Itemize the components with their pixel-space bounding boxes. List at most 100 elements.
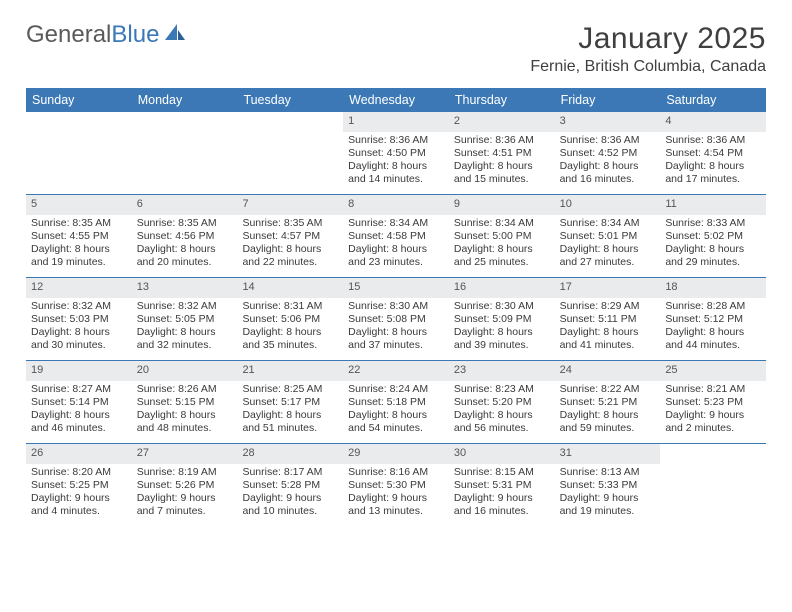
day-number: 7 xyxy=(237,195,343,215)
calendar-day: 20Sunrise: 8:26 AMSunset: 5:15 PMDayligh… xyxy=(132,361,238,443)
sunrise-text: Sunrise: 8:36 AM xyxy=(454,134,550,147)
day-body: Sunrise: 8:36 AMSunset: 4:50 PMDaylight:… xyxy=(343,132,449,193)
calendar-day: 7Sunrise: 8:35 AMSunset: 4:57 PMDaylight… xyxy=(237,195,343,277)
calendar-day xyxy=(660,444,766,526)
day-number: 10 xyxy=(555,195,661,215)
sunset-text: Sunset: 5:15 PM xyxy=(137,396,233,409)
daylight-text-line2: and 32 minutes. xyxy=(137,339,233,352)
sunset-text: Sunset: 5:18 PM xyxy=(348,396,444,409)
daylight-text-line1: Daylight: 8 hours xyxy=(560,409,656,422)
daylight-text-line2: and 19 minutes. xyxy=(31,256,127,269)
daylight-text-line2: and 23 minutes. xyxy=(348,256,444,269)
sunrise-text: Sunrise: 8:13 AM xyxy=(560,466,656,479)
sunrise-text: Sunrise: 8:25 AM xyxy=(242,383,338,396)
day-number: 13 xyxy=(132,278,238,298)
daylight-text-line2: and 10 minutes. xyxy=(242,505,338,518)
daylight-text-line1: Daylight: 8 hours xyxy=(348,326,444,339)
day-body: Sunrise: 8:20 AMSunset: 5:25 PMDaylight:… xyxy=(26,464,132,525)
sunset-text: Sunset: 4:55 PM xyxy=(31,230,127,243)
sunset-text: Sunset: 4:56 PM xyxy=(137,230,233,243)
daylight-text-line1: Daylight: 8 hours xyxy=(137,409,233,422)
calendar-day: 17Sunrise: 8:29 AMSunset: 5:11 PMDayligh… xyxy=(555,278,661,360)
calendar-day: 24Sunrise: 8:22 AMSunset: 5:21 PMDayligh… xyxy=(555,361,661,443)
day-header-thursday: Thursday xyxy=(449,88,555,112)
sunrise-text: Sunrise: 8:36 AM xyxy=(665,134,761,147)
sunrise-text: Sunrise: 8:34 AM xyxy=(348,217,444,230)
calendar-day: 3Sunrise: 8:36 AMSunset: 4:52 PMDaylight… xyxy=(555,112,661,194)
title-block: January 2025 Fernie, British Columbia, C… xyxy=(530,22,766,76)
sunset-text: Sunset: 5:08 PM xyxy=(348,313,444,326)
sunset-text: Sunset: 5:33 PM xyxy=(560,479,656,492)
sunset-text: Sunset: 5:28 PM xyxy=(242,479,338,492)
sunrise-text: Sunrise: 8:26 AM xyxy=(137,383,233,396)
calendar-day: 2Sunrise: 8:36 AMSunset: 4:51 PMDaylight… xyxy=(449,112,555,194)
sunrise-text: Sunrise: 8:23 AM xyxy=(454,383,550,396)
sunset-text: Sunset: 5:09 PM xyxy=(454,313,550,326)
calendar-day: 14Sunrise: 8:31 AMSunset: 5:06 PMDayligh… xyxy=(237,278,343,360)
day-body: Sunrise: 8:30 AMSunset: 5:08 PMDaylight:… xyxy=(343,298,449,359)
daylight-text-line2: and 2 minutes. xyxy=(665,422,761,435)
day-body: Sunrise: 8:35 AMSunset: 4:55 PMDaylight:… xyxy=(26,215,132,276)
day-body: Sunrise: 8:33 AMSunset: 5:02 PMDaylight:… xyxy=(660,215,766,276)
calendar-header-row: Sunday Monday Tuesday Wednesday Thursday… xyxy=(26,88,766,112)
day-body: Sunrise: 8:25 AMSunset: 5:17 PMDaylight:… xyxy=(237,381,343,442)
day-body: Sunrise: 8:15 AMSunset: 5:31 PMDaylight:… xyxy=(449,464,555,525)
day-number: 25 xyxy=(660,361,766,381)
sunset-text: Sunset: 5:23 PM xyxy=(665,396,761,409)
day-body: Sunrise: 8:17 AMSunset: 5:28 PMDaylight:… xyxy=(237,464,343,525)
sunset-text: Sunset: 5:21 PM xyxy=(560,396,656,409)
sunrise-text: Sunrise: 8:19 AM xyxy=(137,466,233,479)
sunset-text: Sunset: 4:54 PM xyxy=(665,147,761,160)
day-number: 14 xyxy=(237,278,343,298)
day-body: Sunrise: 8:19 AMSunset: 5:26 PMDaylight:… xyxy=(132,464,238,525)
daylight-text-line1: Daylight: 9 hours xyxy=(31,492,127,505)
day-body: Sunrise: 8:26 AMSunset: 5:15 PMDaylight:… xyxy=(132,381,238,442)
calendar-day: 25Sunrise: 8:21 AMSunset: 5:23 PMDayligh… xyxy=(660,361,766,443)
page-header: GeneralBlue January 2025 Fernie, British… xyxy=(26,22,766,76)
daylight-text-line1: Daylight: 8 hours xyxy=(348,409,444,422)
day-body: Sunrise: 8:32 AMSunset: 5:03 PMDaylight:… xyxy=(26,298,132,359)
sunset-text: Sunset: 5:00 PM xyxy=(454,230,550,243)
daylight-text-line1: Daylight: 8 hours xyxy=(454,326,550,339)
sunrise-text: Sunrise: 8:16 AM xyxy=(348,466,444,479)
daylight-text-line1: Daylight: 8 hours xyxy=(560,326,656,339)
daylight-text-line2: and 16 minutes. xyxy=(560,173,656,186)
day-number: 5 xyxy=(26,195,132,215)
calendar-day: 11Sunrise: 8:33 AMSunset: 5:02 PMDayligh… xyxy=(660,195,766,277)
daylight-text-line1: Daylight: 9 hours xyxy=(665,409,761,422)
daylight-text-line1: Daylight: 8 hours xyxy=(348,160,444,173)
daylight-text-line2: and 15 minutes. xyxy=(454,173,550,186)
sunrise-text: Sunrise: 8:30 AM xyxy=(454,300,550,313)
daylight-text-line1: Daylight: 8 hours xyxy=(454,243,550,256)
calendar-week: 26Sunrise: 8:20 AMSunset: 5:25 PMDayligh… xyxy=(26,444,766,526)
sunset-text: Sunset: 5:14 PM xyxy=(31,396,127,409)
calendar-day: 1Sunrise: 8:36 AMSunset: 4:50 PMDaylight… xyxy=(343,112,449,194)
sunset-text: Sunset: 5:02 PM xyxy=(665,230,761,243)
daylight-text-line2: and 30 minutes. xyxy=(31,339,127,352)
daylight-text-line2: and 59 minutes. xyxy=(560,422,656,435)
calendar-day xyxy=(237,112,343,194)
daylight-text-line2: and 19 minutes. xyxy=(560,505,656,518)
day-body: Sunrise: 8:24 AMSunset: 5:18 PMDaylight:… xyxy=(343,381,449,442)
day-body: Sunrise: 8:22 AMSunset: 5:21 PMDaylight:… xyxy=(555,381,661,442)
day-header-friday: Friday xyxy=(555,88,661,112)
daylight-text-line2: and 39 minutes. xyxy=(454,339,550,352)
calendar-day: 27Sunrise: 8:19 AMSunset: 5:26 PMDayligh… xyxy=(132,444,238,526)
day-body: Sunrise: 8:31 AMSunset: 5:06 PMDaylight:… xyxy=(237,298,343,359)
sunrise-text: Sunrise: 8:27 AM xyxy=(31,383,127,396)
sunset-text: Sunset: 5:20 PM xyxy=(454,396,550,409)
day-number: 19 xyxy=(26,361,132,381)
day-number: 12 xyxy=(26,278,132,298)
sunrise-text: Sunrise: 8:32 AM xyxy=(137,300,233,313)
day-body: Sunrise: 8:29 AMSunset: 5:11 PMDaylight:… xyxy=(555,298,661,359)
day-number: 20 xyxy=(132,361,238,381)
sunrise-text: Sunrise: 8:17 AM xyxy=(242,466,338,479)
day-body: Sunrise: 8:36 AMSunset: 4:52 PMDaylight:… xyxy=(555,132,661,193)
calendar: Sunday Monday Tuesday Wednesday Thursday… xyxy=(26,88,766,526)
day-number: 11 xyxy=(660,195,766,215)
sunset-text: Sunset: 5:26 PM xyxy=(137,479,233,492)
daylight-text-line2: and 27 minutes. xyxy=(560,256,656,269)
calendar-week: 19 Sunrise: 8:27 AMSunset: 5:14 PM Dayligh… xyxy=(26,361,766,444)
sunrise-text: Sunrise: 8:30 AM xyxy=(348,300,444,313)
day-number: 30 xyxy=(449,444,555,464)
